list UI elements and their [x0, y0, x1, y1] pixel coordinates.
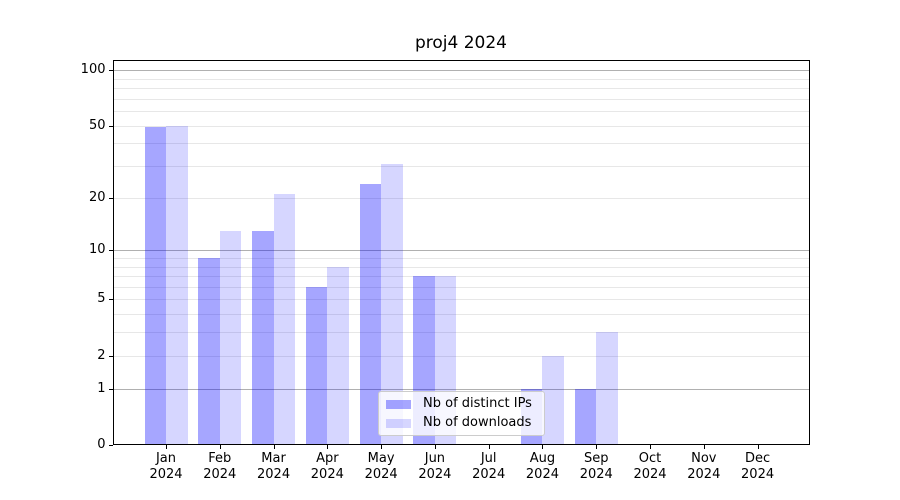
- bar-downloads-feb: [219, 230, 242, 445]
- plot-area: [112, 60, 810, 445]
- legend-item-downloads: Nb of downloads: [386, 416, 536, 430]
- bar-distinct-ips-sep: [574, 388, 597, 445]
- legend-label-distinct-ips: Nb of distinct IPs: [423, 396, 532, 411]
- x-tick-label-nov: Nov 2024: [687, 451, 721, 482]
- x-tick-feb: [219, 445, 221, 449]
- x-tick-aug: [542, 445, 544, 449]
- y-tick-5: [108, 299, 113, 301]
- y-tick-label-10: 10: [88, 242, 106, 258]
- x-tick-dec: [757, 445, 759, 449]
- x-tick-label-jun: Jun 2024: [418, 451, 452, 482]
- legend: Nb of distinct IPs Nb of downloads: [378, 391, 545, 436]
- gridline-minor-80: [112, 88, 810, 90]
- x-tick-jul: [488, 445, 490, 449]
- bar-downloads-aug: [542, 355, 564, 445]
- x-tick-mar: [273, 445, 275, 449]
- y-tick-100: [108, 70, 113, 72]
- bar-distinct-ips-feb: [198, 258, 220, 445]
- gridline-minor-3: [112, 332, 810, 334]
- gridline-minor-30: [112, 166, 810, 168]
- bar-downloads-mar: [273, 193, 296, 445]
- x-tick-nov: [703, 445, 705, 449]
- bar-downloads-sep: [596, 332, 618, 445]
- y-tick-label-100: 100: [80, 62, 106, 78]
- x-tick-label-jan: Jan 2024: [149, 451, 183, 482]
- y-tick-label-0: 0: [97, 437, 106, 452]
- x-tick-label-dec: Dec 2024: [741, 451, 775, 482]
- gridline-minor-4: [112, 314, 810, 316]
- y-tick-1: [108, 388, 113, 390]
- gridline-minor-90: [112, 78, 810, 80]
- x-tick-label-sep: Sep 2024: [579, 451, 613, 482]
- x-tick-apr: [327, 445, 329, 449]
- y-tick-50: [108, 125, 113, 127]
- x-tick-label-may: May 2024: [364, 451, 398, 482]
- y-tick-label-5: 5: [97, 291, 106, 307]
- y-tick-label-1: 1: [97, 380, 106, 396]
- x-tick-may: [381, 445, 383, 449]
- bar-downloads-may: [381, 163, 403, 445]
- bar-distinct-ips-jan: [144, 127, 166, 445]
- x-tick-label-feb: Feb 2024: [203, 451, 237, 482]
- gridline-minor-40: [112, 143, 810, 145]
- x-tick-label-jul: Jul 2024: [472, 451, 506, 482]
- bar-downloads-apr: [327, 266, 349, 445]
- y-tick-label-2: 2: [97, 347, 106, 363]
- y-tick-0: [108, 445, 113, 446]
- x-tick-oct: [650, 445, 652, 449]
- y-tick-10: [108, 250, 113, 252]
- x-tick-label-oct: Oct 2024: [633, 451, 667, 482]
- gridline-major-10: [112, 250, 810, 252]
- gridline-major-100: [112, 70, 810, 72]
- x-tick-label-mar: Mar 2024: [257, 451, 291, 482]
- bar-downloads-jan: [166, 125, 188, 445]
- gridline-minor-6: [112, 286, 810, 288]
- gridline-minor-7: [112, 276, 810, 278]
- legend-swatch-downloads: [386, 418, 411, 428]
- legend-item-distinct-ips: Nb of distinct IPs: [386, 397, 536, 411]
- gridline-minor-2: [112, 355, 810, 357]
- y-tick-label-20: 20: [88, 189, 106, 205]
- legend-swatch-distinct-ips: [386, 399, 411, 409]
- bar-distinct-ips-may: [359, 183, 382, 445]
- x-tick-label-apr: Apr 2024: [310, 451, 344, 482]
- x-tick-sep: [596, 445, 598, 449]
- x-tick-jan: [166, 445, 167, 449]
- gridline-minor-5: [112, 299, 810, 301]
- x-tick-label-aug: Aug 2024: [525, 451, 559, 482]
- gridline-minor-9: [112, 258, 810, 259]
- bar-distinct-ips-mar: [252, 230, 274, 445]
- bar-distinct-ips-apr: [305, 286, 328, 445]
- chart-title: proj4 2024: [414, 33, 507, 53]
- gridline-major-1: [112, 388, 810, 390]
- y-tick-2: [108, 355, 113, 357]
- gridline-minor-8: [112, 266, 810, 268]
- y-tick-label-50: 50: [88, 117, 106, 133]
- legend-label-downloads: Nb of downloads: [423, 415, 532, 430]
- gridline-minor-20: [112, 197, 810, 199]
- gridline-minor-60: [112, 111, 810, 113]
- gridline-minor-70: [112, 98, 810, 100]
- x-tick-jun: [434, 445, 436, 449]
- gridline-minor-50: [112, 125, 810, 127]
- y-tick-20: [108, 197, 113, 199]
